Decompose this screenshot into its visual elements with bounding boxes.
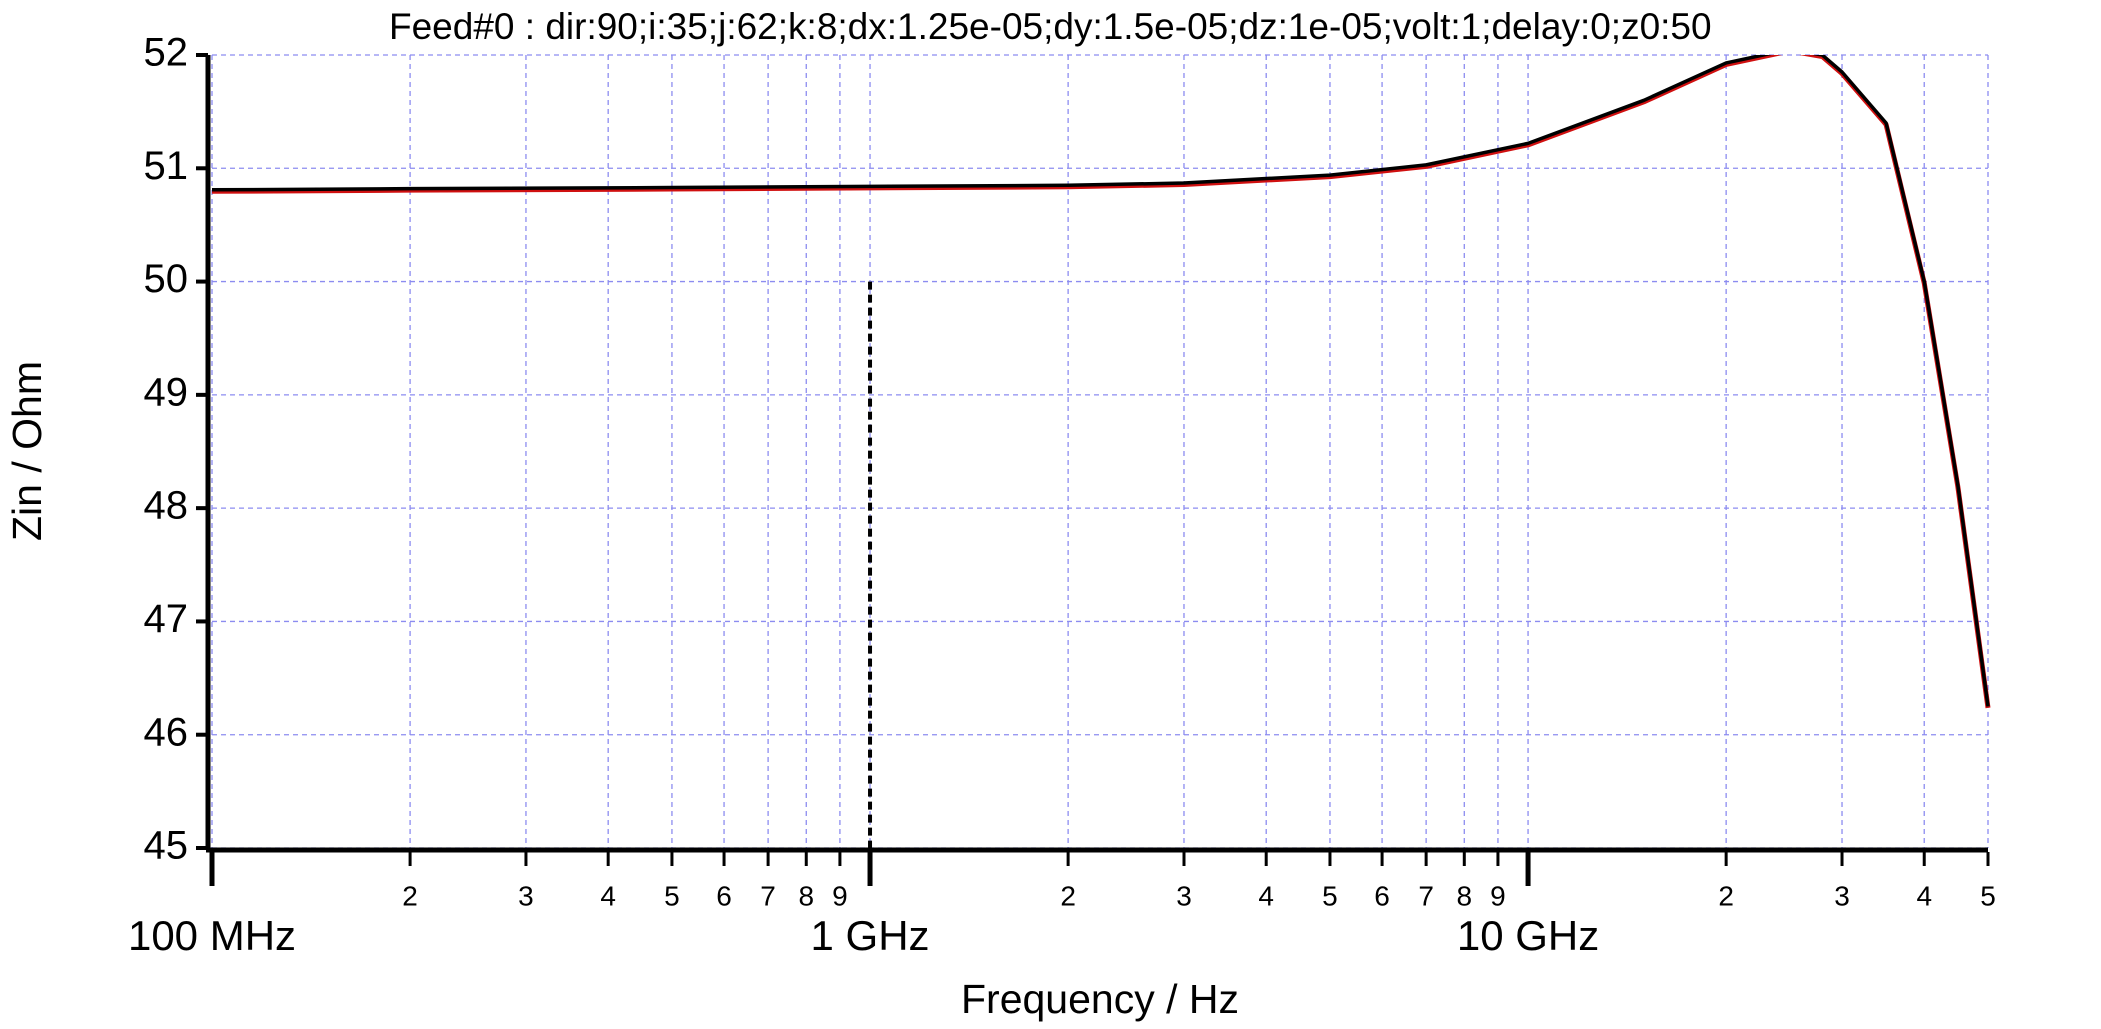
x-minor-tick-label: 4 [600, 880, 616, 911]
plot-area [212, 55, 1990, 707]
x-minor-tick-label: 2 [1718, 880, 1734, 911]
plot-area [212, 55, 1991, 709]
x-minor-tick-label: 2 [402, 880, 418, 911]
chart-title: Feed#0 : dir:90;i:35;j:62;k:8;dx:1.25e-0… [389, 6, 1712, 47]
x-minor-tick-label: 7 [760, 880, 776, 911]
x-minor-tick-label: 7 [1418, 880, 1434, 911]
x-tick-label: 100 MHz [128, 912, 296, 959]
x-minor-tick-label: 4 [1916, 880, 1932, 911]
y-tick-label: 48 [144, 484, 189, 528]
x-minor-tick-label: 9 [1490, 880, 1506, 911]
x-minor-tick-label: 3 [1176, 880, 1192, 911]
y-tick-label: 50 [144, 257, 189, 301]
x-minor-tick-label: 5 [1322, 880, 1338, 911]
x-minor-tick-label: 5 [664, 880, 680, 911]
data-line [212, 55, 1991, 709]
x-minor-tick-label: 9 [832, 880, 848, 911]
x-minor-tick-label: 6 [1374, 880, 1390, 911]
y-axis-label: Zin / Ohm [4, 361, 50, 541]
x-minor-tick-label: 3 [1834, 880, 1850, 911]
x-tick-label: 10 GHz [1457, 912, 1599, 959]
x-minor-tick-label: 8 [1456, 880, 1472, 911]
y-tick-label: 51 [144, 144, 189, 188]
x-minor-tick-label: 5 [1980, 880, 1996, 911]
y-tick-label: 45 [144, 824, 189, 868]
x-minor-tick-label: 6 [716, 880, 732, 911]
x-minor-tick-label: 8 [798, 880, 814, 911]
x-minor-tick-label: 4 [1258, 880, 1274, 911]
y-tick-label: 52 [144, 31, 189, 75]
data-line [212, 55, 1990, 707]
y-tick-label: 46 [144, 710, 189, 754]
x-minor-tick-label: 2 [1060, 880, 1076, 911]
x-axis-label: Frequency / Hz [961, 976, 1239, 1022]
y-tick-label: 49 [144, 370, 189, 414]
x-tick-label: 1 GHz [811, 912, 930, 959]
y-tick-label: 47 [144, 597, 189, 641]
x-minor-tick-label: 3 [518, 880, 534, 911]
